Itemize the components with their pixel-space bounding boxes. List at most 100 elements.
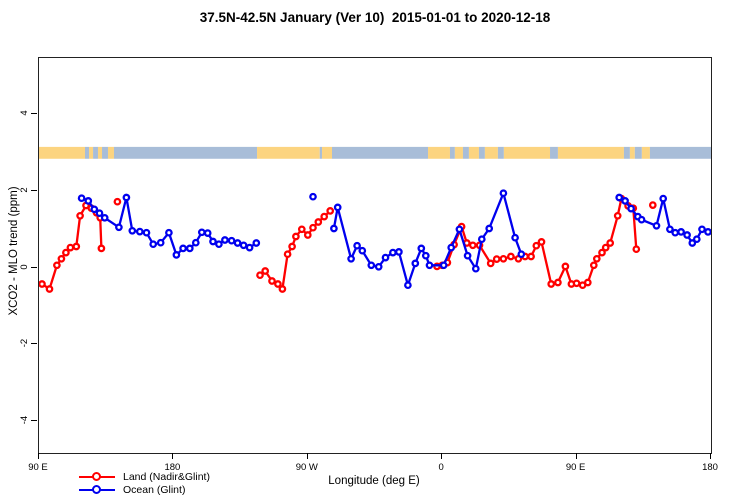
- data-point: [411, 259, 420, 268]
- legend-marker-icon: [79, 471, 115, 482]
- data-point: [197, 228, 206, 237]
- data-point: [692, 235, 701, 244]
- map-strip-segment-land: [107, 146, 114, 159]
- data-point: [227, 236, 236, 245]
- data-point: [72, 242, 81, 251]
- data-point: [115, 223, 123, 232]
- data-point: [395, 248, 403, 256]
- data-point: [100, 213, 109, 222]
- map-strip-segment-ocean: [623, 146, 630, 159]
- map-strip-segment-land: [641, 146, 650, 159]
- chart-title: 37.5N-42.5N January (Ver 10) 2015-01-01 …: [199, 10, 551, 25]
- map-strip-segment-land: [629, 146, 635, 159]
- data-point: [374, 262, 383, 271]
- data-point: [547, 280, 556, 288]
- data-point: [84, 197, 93, 205]
- x-tick-label: 180: [702, 462, 718, 473]
- data-point: [62, 248, 70, 257]
- x-tick: [710, 453, 711, 459]
- data-point: [621, 197, 629, 205]
- data-point: [598, 248, 606, 257]
- data-point: [613, 211, 622, 220]
- y-axis-label: XCO2 - MLO trend (ppm): [8, 186, 20, 316]
- data-point: [447, 243, 456, 252]
- y-tick: [31, 419, 37, 421]
- data-point: [572, 279, 581, 288]
- map-strip-segment-ocean: [319, 146, 322, 159]
- legend-marker-icon: [79, 484, 115, 495]
- data-point: [330, 224, 338, 233]
- y-tick: [31, 343, 37, 345]
- data-point: [95, 209, 104, 218]
- data-point: [66, 243, 75, 252]
- plot-area: Land (Nadir&Glint) Ocean (Glint): [38, 57, 712, 496]
- x-tick: [172, 453, 174, 459]
- data-point: [468, 241, 477, 250]
- data-point: [288, 242, 296, 251]
- data-point: [671, 228, 680, 237]
- data-point: [239, 241, 248, 250]
- data-point: [511, 233, 519, 242]
- data-point: [704, 228, 711, 236]
- legend: Land (Nadir&Glint) Ocean (Glint): [79, 470, 210, 496]
- series-line: [81, 197, 257, 257]
- map-strip-segment-ocean: [449, 146, 455, 159]
- data-point: [492, 255, 501, 263]
- data-point: [191, 238, 200, 247]
- data-point: [358, 246, 367, 255]
- map-strip-segment-land: [257, 146, 320, 159]
- data-point: [233, 239, 242, 247]
- data-point: [455, 225, 464, 234]
- map-strip-segment-land: [484, 146, 498, 159]
- data-point: [499, 254, 508, 263]
- data-point: [278, 285, 287, 293]
- data-point: [221, 236, 229, 244]
- y-tick: [31, 266, 37, 268]
- map-strip-segment-land: [89, 146, 94, 159]
- data-point: [309, 223, 317, 232]
- data-point: [561, 262, 570, 271]
- data-point: [203, 229, 212, 237]
- data-point: [90, 205, 99, 214]
- data-point: [601, 243, 610, 252]
- data-point: [471, 264, 480, 273]
- data-point: [77, 194, 86, 203]
- data-point: [425, 261, 434, 270]
- data-point: [648, 201, 657, 209]
- data-point: [314, 218, 323, 226]
- chart-canvas: [39, 146, 711, 293]
- x-tick-label: 0: [438, 462, 444, 473]
- data-point: [309, 192, 317, 201]
- data-point: [353, 241, 361, 250]
- data-point: [698, 225, 706, 234]
- map-strip-segment-ocean: [93, 146, 98, 159]
- data-point: [128, 226, 137, 235]
- legend-label: Ocean (Glint): [123, 483, 186, 496]
- data-point: [252, 239, 261, 247]
- map-strip-segment-ocean: [649, 146, 711, 159]
- data-point: [165, 228, 173, 237]
- x-tick-label: 90 E: [28, 462, 48, 473]
- map-strip-segment-land: [454, 146, 463, 159]
- data-point: [39, 280, 46, 288]
- data-point: [589, 261, 598, 270]
- data-point: [404, 281, 412, 290]
- data-point: [463, 251, 472, 260]
- data-point: [172, 251, 181, 259]
- y-tick: [31, 189, 37, 191]
- legend-item-land: Land (Nadir&Glint): [79, 470, 210, 483]
- legend-circle-icon: [92, 484, 101, 494]
- data-point: [554, 278, 562, 287]
- data-point: [97, 244, 106, 253]
- y-tick-label: -2: [19, 338, 30, 348]
- data-point: [113, 197, 122, 206]
- data-point: [583, 278, 592, 287]
- map-strip-segment-ocean: [478, 146, 485, 159]
- data-point: [135, 227, 144, 236]
- data-point: [347, 254, 355, 263]
- data-point: [283, 250, 292, 259]
- data-point: [179, 244, 187, 253]
- data-point: [320, 212, 329, 221]
- data-point: [683, 231, 691, 239]
- map-strip-segment-land: [39, 146, 85, 159]
